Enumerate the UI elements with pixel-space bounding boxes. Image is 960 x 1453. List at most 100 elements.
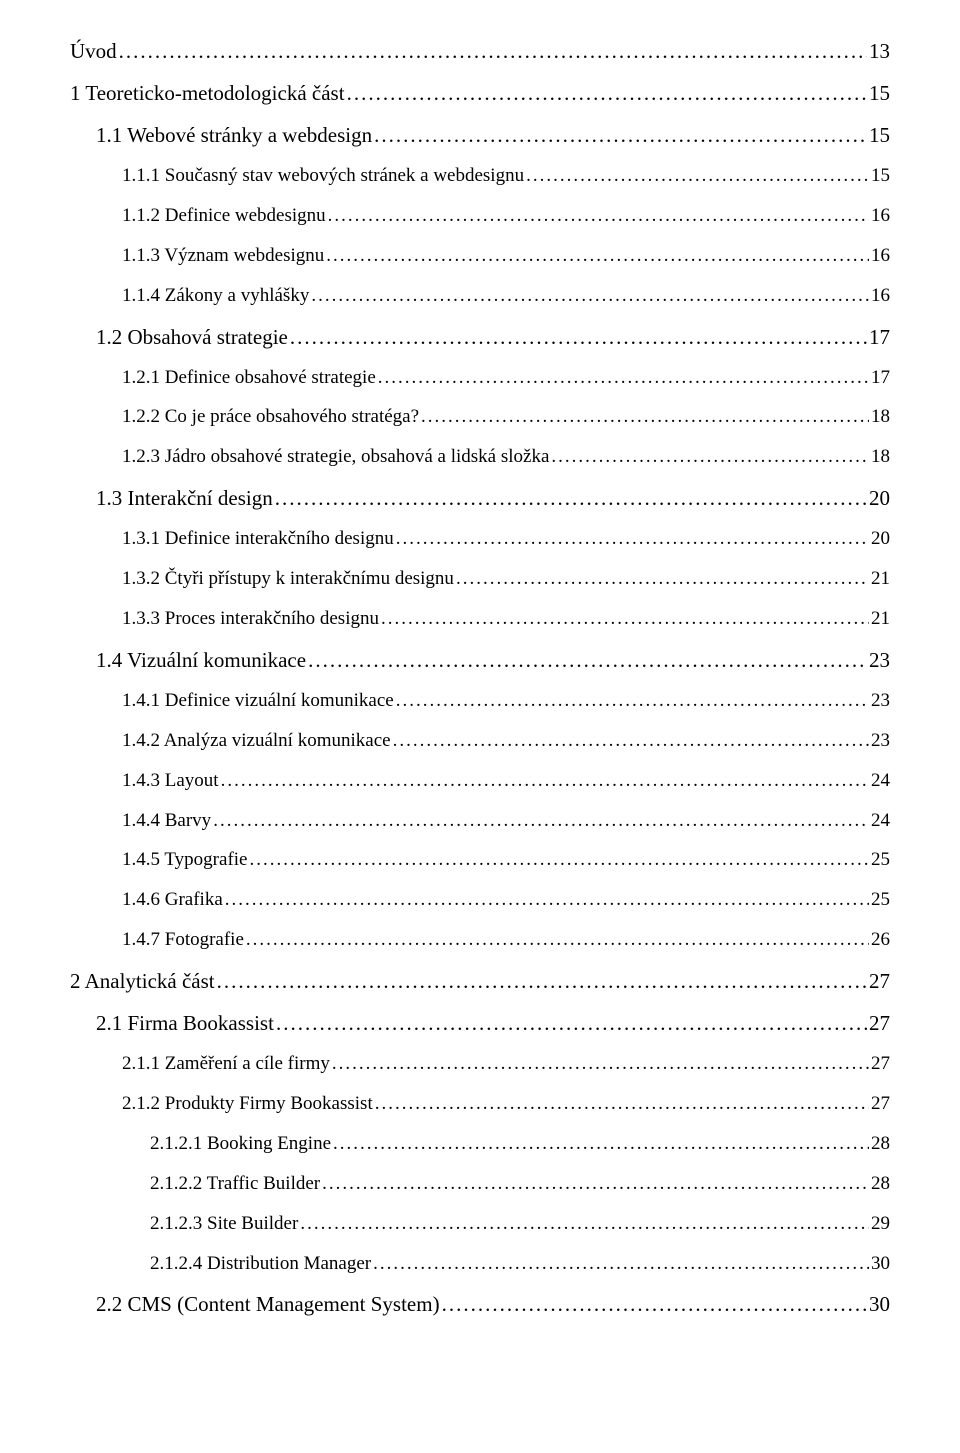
toc-entry: 2.1.2 Produkty Firmy Bookassist27: [122, 1084, 890, 1124]
toc-dot-leader: [374, 114, 867, 156]
toc-dot-leader: [456, 559, 869, 599]
toc-entry-label: 1.4.6 Grafika: [122, 880, 223, 920]
toc-entry: 1.2.3 Jádro obsahové strategie, obsahová…: [122, 437, 890, 477]
toc-entry-page: 27: [869, 1002, 890, 1044]
toc-entry-page: 30: [871, 1244, 890, 1284]
toc-dot-leader: [373, 1244, 869, 1284]
toc-entry-page: 21: [871, 559, 890, 599]
toc-entry-page: 27: [871, 1044, 890, 1084]
toc-entry-page: 20: [869, 477, 890, 519]
toc-dot-leader: [378, 358, 869, 398]
toc-entry-label: 1.3.2 Čtyři přístupy k interakčnímu desi…: [122, 559, 454, 599]
toc-entry: 1.1.2 Definice webdesignu 16: [122, 196, 890, 236]
toc-dot-leader: [308, 639, 867, 681]
toc-entry-page: 23: [871, 721, 890, 761]
toc-dot-leader: [246, 920, 869, 960]
toc-entry: 1 Teoreticko-metodologická část15: [70, 72, 890, 114]
toc-entry: 1.1.3 Význam webdesignu 16: [122, 236, 890, 276]
toc-entry-page: 26: [871, 920, 890, 960]
toc-entry: 1.4.7 Fotografie26: [122, 920, 890, 960]
toc-entry: 2.1.2.3 Site Builder29: [150, 1204, 890, 1244]
toc-dot-leader: [213, 801, 869, 841]
toc-entry: 2.1.1 Zaměření a cíle firmy 27: [122, 1044, 890, 1084]
toc-page: Úvod131 Teoreticko-metodologická část151…: [0, 0, 960, 1365]
toc-entry-page: 21: [871, 599, 890, 639]
toc-entry-page: 16: [871, 276, 890, 316]
toc-dot-leader: [276, 1002, 867, 1044]
toc-entry: 1.3 Interakční design 20: [96, 477, 890, 519]
toc-entry: 1.2.1 Definice obsahové strategie17: [122, 358, 890, 398]
toc-entry-page: 17: [871, 358, 890, 398]
toc-entry-label: 2.1.2.1 Booking Engine: [150, 1124, 331, 1164]
toc-dot-leader: [300, 1204, 869, 1244]
toc-dot-leader: [275, 477, 867, 519]
toc-entry-page: 24: [871, 761, 890, 801]
toc-entry-page: 15: [871, 156, 890, 196]
toc-entry-label: 1.1 Webové stránky a webdesign: [96, 114, 372, 156]
toc-entry-label: 1.2 Obsahová strategie: [96, 316, 288, 358]
toc-entry-label: 1.4.5 Typografie: [122, 840, 248, 880]
toc-entry-page: 15: [869, 114, 890, 156]
toc-entry-page: 27: [871, 1084, 890, 1124]
toc-entry: 1.4.6 Grafika 25: [122, 880, 890, 920]
toc-dot-leader: [217, 960, 867, 1002]
toc-entry-page: 23: [869, 639, 890, 681]
toc-dot-leader: [396, 681, 869, 721]
toc-entry: 2 Analytická část27: [70, 960, 890, 1002]
toc-entry: Úvod13: [70, 30, 890, 72]
toc-entry-label: 1.4.2 Analýza vizuální komunikace: [122, 721, 391, 761]
toc-entry: 1.4.4 Barvy24: [122, 801, 890, 841]
toc-entry-page: 16: [871, 236, 890, 276]
toc-entry-label: 2.1.2.2 Traffic Builder: [150, 1164, 320, 1204]
toc-entry: 1.4.5 Typografie 25: [122, 840, 890, 880]
toc-entry-label: 1.3 Interakční design: [96, 477, 273, 519]
toc-entry-page: 28: [871, 1164, 890, 1204]
toc-entry: 1.4 Vizuální komunikace 23: [96, 639, 890, 681]
toc-entry-page: 16: [871, 196, 890, 236]
toc-entry: 1.4.1 Definice vizuální komunikace 23: [122, 681, 890, 721]
toc-entry: 1.3.2 Čtyři přístupy k interakčnímu desi…: [122, 559, 890, 599]
toc-entry-label: 1.3.3 Proces interakčního designu: [122, 599, 379, 639]
toc-dot-leader: [221, 761, 869, 801]
table-of-contents: Úvod131 Teoreticko-metodologická část151…: [70, 30, 890, 1325]
toc-entry-page: 18: [871, 397, 890, 437]
toc-dot-leader: [326, 236, 869, 276]
toc-entry: 1.4.3 Layout24: [122, 761, 890, 801]
toc-dot-leader: [442, 1283, 867, 1325]
toc-dot-leader: [225, 880, 869, 920]
toc-entry-label: 1.1.2 Definice webdesignu: [122, 196, 326, 236]
toc-entry: 1.4.2 Analýza vizuální komunikace 23: [122, 721, 890, 761]
toc-entry-page: 15: [869, 72, 890, 114]
toc-entry-label: 2.1.2.3 Site Builder: [150, 1204, 298, 1244]
toc-entry-label: 1.1.3 Význam webdesignu: [122, 236, 324, 276]
toc-entry-label: 1.4.1 Definice vizuální komunikace: [122, 681, 394, 721]
toc-entry-page: 17: [869, 316, 890, 358]
toc-entry-page: 25: [871, 840, 890, 880]
toc-entry-label: 1.1.4 Zákony a vyhlášky: [122, 276, 309, 316]
toc-entry-page: 23: [871, 681, 890, 721]
toc-entry-page: 30: [869, 1283, 890, 1325]
toc-entry: 1.2 Obsahová strategie 17: [96, 316, 890, 358]
toc-entry-label: Úvod: [70, 30, 117, 72]
toc-entry-page: 18: [871, 437, 890, 477]
toc-entry-label: 1.1.1 Současný stav webových stránek a w…: [122, 156, 524, 196]
toc-entry: 1.1.4 Zákony a vyhlášky 16: [122, 276, 890, 316]
toc-dot-leader: [381, 599, 869, 639]
toc-entry-page: 25: [871, 880, 890, 920]
toc-dot-leader: [551, 437, 869, 477]
toc-entry: 2.2 CMS (Content Management System)30: [96, 1283, 890, 1325]
toc-dot-leader: [375, 1084, 869, 1124]
toc-entry-label: 1.2.3 Jádro obsahové strategie, obsahová…: [122, 437, 549, 477]
toc-dot-leader: [347, 72, 867, 114]
toc-dot-leader: [250, 840, 870, 880]
toc-entry-label: 2.1 Firma Bookassist: [96, 1002, 274, 1044]
toc-entry-page: 24: [871, 801, 890, 841]
toc-entry: 1.2.2 Co je práce obsahového stratéga?18: [122, 397, 890, 437]
toc-entry-label: 2.1.1 Zaměření a cíle firmy: [122, 1044, 330, 1084]
toc-entry: 2.1.2.1 Booking Engine28: [150, 1124, 890, 1164]
toc-dot-leader: [311, 276, 869, 316]
toc-entry: 2.1.2.4 Distribution Manager30: [150, 1244, 890, 1284]
toc-entry-label: 2 Analytická část: [70, 960, 215, 1002]
toc-entry-page: 20: [871, 519, 890, 559]
toc-entry-label: 1.4 Vizuální komunikace: [96, 639, 306, 681]
